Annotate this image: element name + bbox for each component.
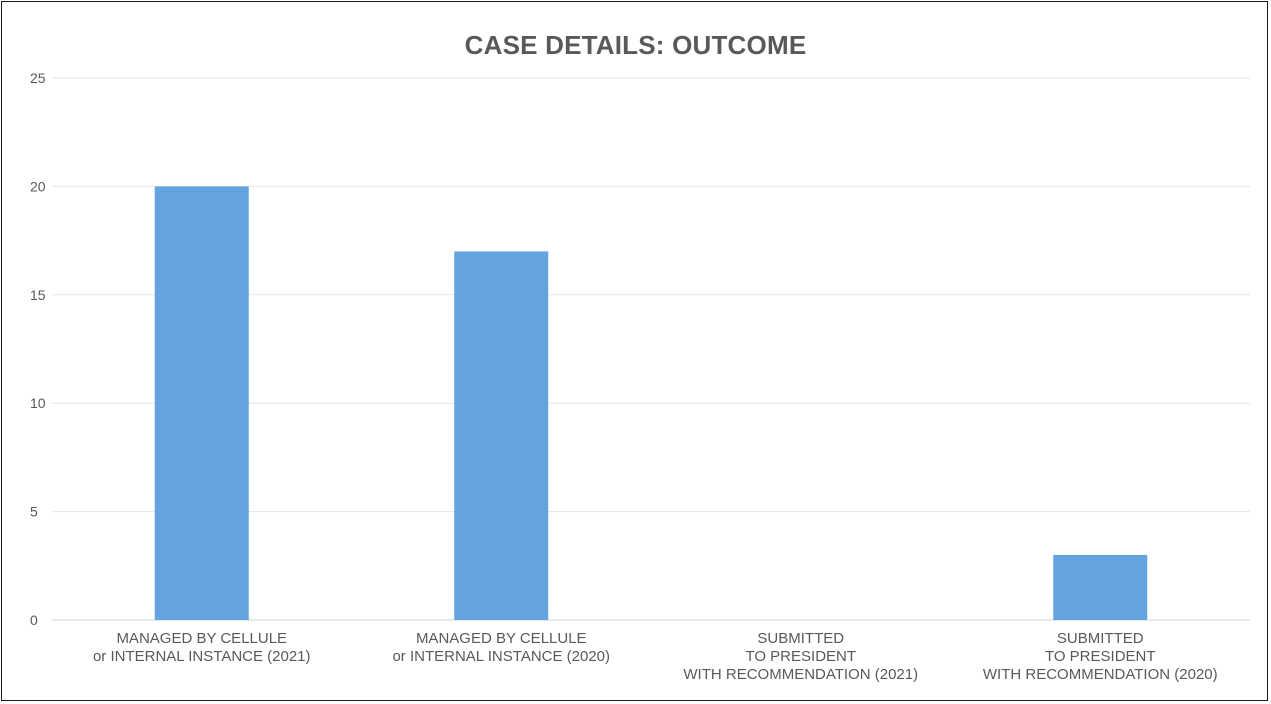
y-tick-label: 15 — [30, 287, 46, 303]
y-tick-label: 25 — [30, 70, 46, 86]
category-label: SUBMITTED TO PRESIDENT WITH RECOMMENDATION… — [683, 630, 918, 683]
bar — [154, 186, 249, 620]
bar — [454, 251, 549, 620]
category-label: MANAGED BY CELLULE or INTERNAL INSTANCE (… — [392, 630, 610, 665]
y-tick-label: 0 — [30, 612, 38, 628]
y-tick-label: 10 — [30, 395, 46, 411]
chart-title: CASE DETAILS: OUTCOME — [464, 30, 807, 60]
bar — [1053, 554, 1148, 620]
y-tick-label: 5 — [30, 504, 38, 520]
category-label: MANAGED BY CELLULE or INTERNAL INSTANCE (… — [93, 630, 311, 665]
category-label: SUBMITTED TO PRESIDENT WITH RECOMMENDATION… — [983, 630, 1218, 683]
y-tick-label: 20 — [30, 178, 46, 194]
